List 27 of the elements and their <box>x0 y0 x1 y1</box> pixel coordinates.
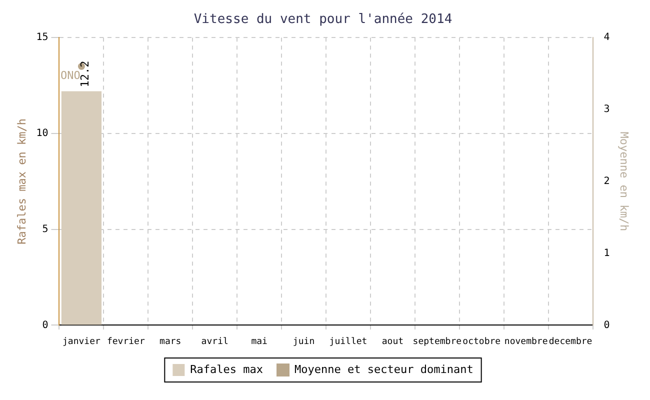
y2-tick-label: 4 <box>604 32 610 44</box>
data-label: ONO <box>60 69 80 82</box>
y2-tick-label: 0 <box>604 320 610 331</box>
x-tick-label: septembre <box>412 336 462 347</box>
y2-tick-label: 2 <box>604 176 610 187</box>
x-tick-label: novembre <box>504 336 548 347</box>
x-tick-label: aout <box>382 336 404 347</box>
x-tick-label: janvier <box>62 336 102 347</box>
x-tick-label: octobre <box>462 336 501 347</box>
x-tick-label: fevrier <box>106 336 146 347</box>
y2-tick-label: 1 <box>604 248 610 259</box>
chart-title: Vitesse du vent pour l'année 2014 <box>194 12 452 28</box>
x-tick-label: avril <box>201 336 228 347</box>
x-tick-label: decembre <box>548 336 592 347</box>
x-tick-label: juillet <box>329 336 368 347</box>
legend-label: Moyenne et secteur dominant <box>294 362 474 376</box>
y-tick-label: 0 <box>42 320 48 331</box>
x-tick-label: mai <box>251 336 268 347</box>
y-tick-label: 10 <box>36 128 48 140</box>
y-tick-label: 15 <box>36 32 48 44</box>
y2-axis-title: Moyenne en km/h <box>618 132 631 232</box>
y2-tick-label: 3 <box>604 104 610 116</box>
legend-label: Rafales max <box>190 362 264 376</box>
y-axis-title: Rafales max en km/h <box>15 118 28 244</box>
x-tick-label: juin <box>292 336 315 347</box>
y-tick-label: 5 <box>42 224 48 235</box>
x-tick-label: mars <box>160 336 182 347</box>
